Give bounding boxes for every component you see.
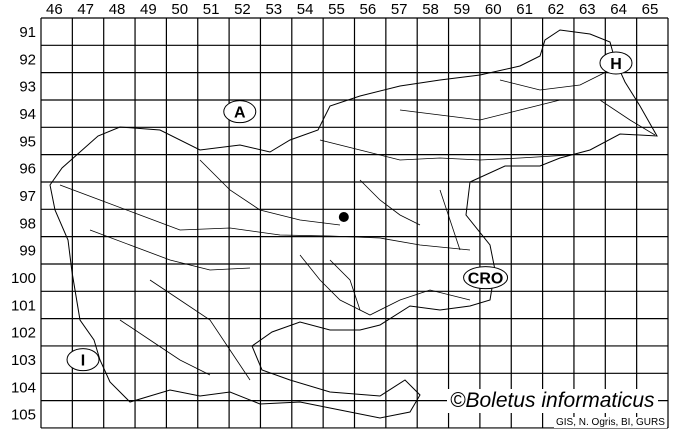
row-label: 93 xyxy=(19,79,36,96)
column-label: 61 xyxy=(516,1,533,18)
river xyxy=(149,279,251,381)
column-label: 51 xyxy=(203,1,220,18)
label-ellipse xyxy=(599,51,633,75)
river xyxy=(89,229,251,271)
row-label: 105 xyxy=(11,407,36,424)
label-text: A xyxy=(234,105,246,122)
grid-labels: 46 47 48 49 50 51 52 53 54 55 56 57 58 59 60 61 62 63 64 65… xyxy=(11,1,658,424)
river xyxy=(299,254,471,316)
column-label: 53 xyxy=(265,1,282,18)
label-ellipse xyxy=(66,348,100,372)
row-label: 95 xyxy=(19,133,36,150)
rivers xyxy=(59,69,656,381)
credit: GIS, N. Ogris, BI, GURS xyxy=(554,417,667,428)
grid xyxy=(40,17,669,429)
row-label: 96 xyxy=(19,161,36,178)
label-text: CRO xyxy=(468,271,504,288)
label-text: H xyxy=(610,56,622,73)
river xyxy=(399,99,656,136)
column-label: 64 xyxy=(610,1,627,18)
row-label: 102 xyxy=(11,325,36,342)
row-label: 97 xyxy=(19,188,36,205)
row-label: 98 xyxy=(19,215,36,232)
country-border xyxy=(49,29,658,419)
records xyxy=(338,211,349,222)
label-text: I xyxy=(81,353,85,370)
column-label: 56 xyxy=(360,1,377,18)
column-label: 49 xyxy=(140,1,157,18)
river xyxy=(439,189,461,251)
river xyxy=(499,69,611,91)
row-label: 100 xyxy=(11,270,36,287)
column-label: 47 xyxy=(77,1,94,18)
neighbour-label-h: H xyxy=(599,51,633,75)
record-dot xyxy=(338,211,349,222)
row-label: 91 xyxy=(19,24,36,41)
label-ellipse xyxy=(223,100,257,124)
column-label: 54 xyxy=(297,1,314,18)
label-ellipse xyxy=(463,266,509,290)
row-label: 92 xyxy=(19,51,36,68)
row-label: 103 xyxy=(11,352,36,369)
neighbour-labels: A H CRO I xyxy=(66,51,633,372)
river xyxy=(359,179,421,226)
river xyxy=(319,139,571,161)
column-label: 58 xyxy=(422,1,439,18)
river xyxy=(59,184,471,251)
row-label: 101 xyxy=(11,297,36,314)
column-label: 62 xyxy=(548,1,565,18)
column-label: 63 xyxy=(579,1,596,18)
column-label: 59 xyxy=(454,1,471,18)
column-label: 46 xyxy=(46,1,63,18)
river xyxy=(199,159,341,226)
column-label: 50 xyxy=(171,1,188,18)
row-label: 94 xyxy=(19,106,36,123)
neighbour-label-i: I xyxy=(66,348,100,372)
river xyxy=(329,259,361,311)
column-label: 57 xyxy=(391,1,408,18)
row-label: 104 xyxy=(11,379,36,396)
column-label: 60 xyxy=(485,1,502,18)
column-label: 55 xyxy=(328,1,345,18)
column-label: 52 xyxy=(234,1,251,18)
column-label: 65 xyxy=(642,1,659,18)
column-label: 48 xyxy=(109,1,126,18)
river xyxy=(119,319,211,376)
neighbour-label-cro: CRO xyxy=(463,266,509,290)
row-label: 99 xyxy=(19,243,36,260)
watermark: ©Boletus informaticus xyxy=(447,389,658,413)
neighbour-label-a: A xyxy=(223,100,257,124)
